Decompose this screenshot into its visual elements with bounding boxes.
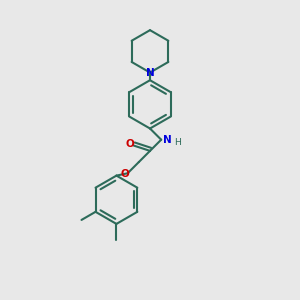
Text: N: N [163, 135, 171, 145]
Text: O: O [125, 140, 134, 149]
Text: H: H [174, 138, 181, 147]
Text: N: N [146, 68, 154, 78]
Text: O: O [121, 169, 129, 179]
